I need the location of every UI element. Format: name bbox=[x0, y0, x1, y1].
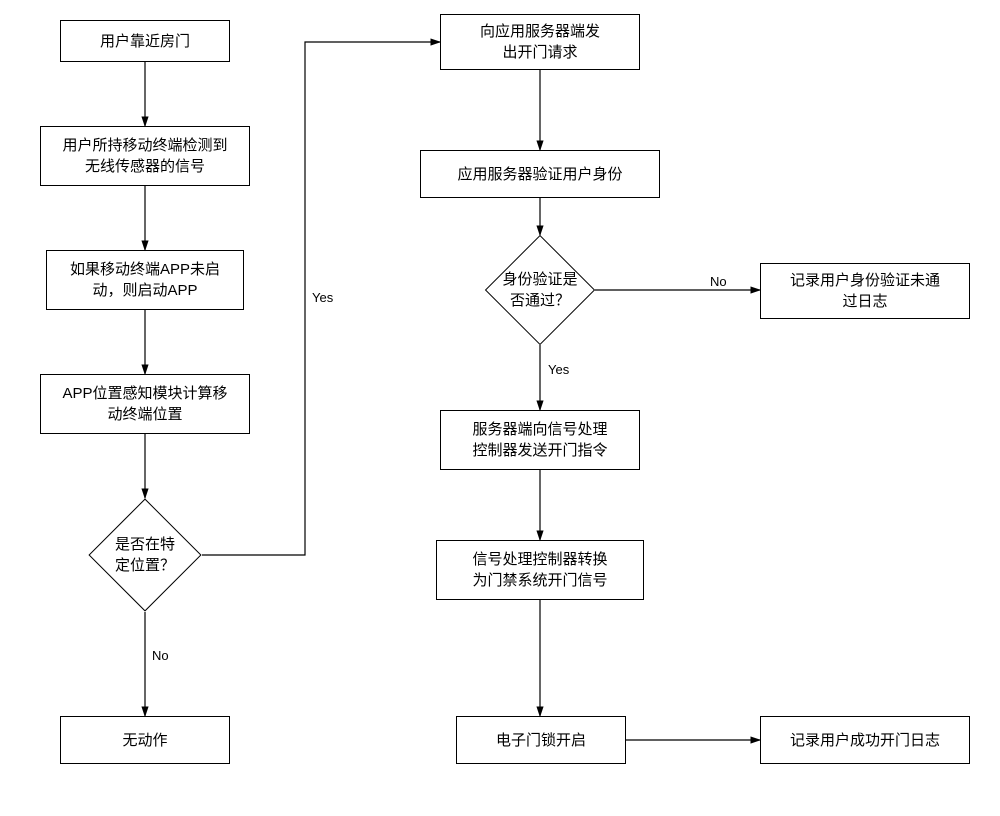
node-send-request: 向应用服务器端发出开门请求 bbox=[440, 14, 640, 70]
node-send-open-cmd: 服务器端向信号处理控制器发送开门指令 bbox=[440, 410, 640, 470]
node-door-open: 电子门锁开启 bbox=[456, 716, 626, 764]
edge-label-no2: No bbox=[710, 274, 727, 289]
node-label: 用户所持移动终端检测到无线传感器的信号 bbox=[62, 135, 227, 177]
flowchart-canvas: 用户靠近房门 用户所持移动终端检测到无线传感器的信号 如果移动终端APP未启动，… bbox=[0, 0, 1000, 816]
node-label: 如果移动终端APP未启动，则启动APP bbox=[70, 259, 220, 301]
node-label: 无动作 bbox=[122, 730, 167, 751]
node-convert-signal: 信号处理控制器转换为门禁系统开门信号 bbox=[436, 540, 644, 600]
node-label: 应用服务器验证用户身份 bbox=[457, 164, 622, 185]
node-label: 记录用户成功开门日志 bbox=[790, 730, 940, 751]
node-launch-app: 如果移动终端APP未启动，则启动APP bbox=[46, 250, 244, 310]
node-user-approach: 用户靠近房门 bbox=[60, 20, 230, 62]
node-label: 用户靠近房门 bbox=[100, 31, 190, 52]
edge-label-no1: No bbox=[152, 648, 169, 663]
node-log-success: 记录用户成功开门日志 bbox=[760, 716, 970, 764]
node-label: 电子门锁开启 bbox=[496, 730, 586, 751]
node-no-action: 无动作 bbox=[60, 716, 230, 764]
node-verify-identity: 应用服务器验证用户身份 bbox=[420, 150, 660, 198]
edge-label-yes2: Yes bbox=[548, 362, 569, 377]
node-label: 向应用服务器端发出开门请求 bbox=[480, 21, 600, 63]
decision-position bbox=[88, 498, 201, 611]
node-label: APP位置感知模块计算移动终端位置 bbox=[62, 383, 227, 425]
node-calc-position: APP位置感知模块计算移动终端位置 bbox=[40, 374, 250, 434]
node-label: 信号处理控制器转换为门禁系统开门信号 bbox=[472, 549, 607, 591]
node-detect-signal: 用户所持移动终端检测到无线传感器的信号 bbox=[40, 126, 250, 186]
node-label: 服务器端向信号处理控制器发送开门指令 bbox=[472, 419, 607, 461]
decision-verify bbox=[485, 235, 595, 345]
node-log-fail: 记录用户身份验证未通过日志 bbox=[760, 263, 970, 319]
node-label: 记录用户身份验证未通过日志 bbox=[790, 270, 940, 312]
edge-label-yes1: Yes bbox=[312, 290, 333, 305]
